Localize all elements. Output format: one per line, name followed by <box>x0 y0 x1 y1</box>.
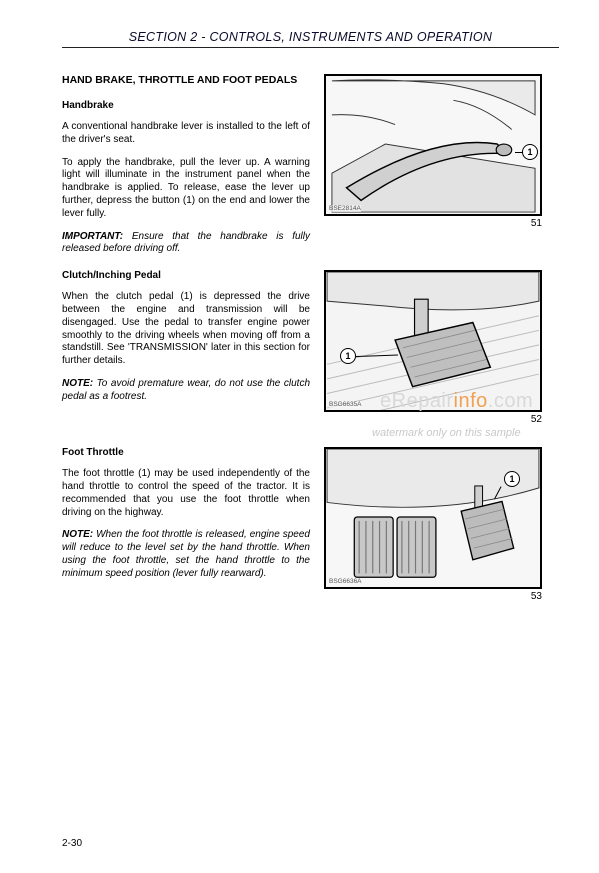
wm-suf: .com <box>488 390 533 412</box>
important-note: IMPORTANT: Ensure that the handbrake is … <box>62 231 310 257</box>
watermark-note: watermark only on this sample <box>372 427 521 439</box>
heading-handbrake: Handbrake <box>62 100 310 111</box>
figure-code: BSE2814A <box>329 205 361 212</box>
note-text: To avoid premature wear, do not use the … <box>62 378 310 402</box>
note: NOTE: When the foot throttle is released… <box>62 529 310 580</box>
heading-clutch: Clutch/Inching Pedal <box>62 270 310 281</box>
watermark-brand: eRepairinfo.com <box>380 390 533 413</box>
note-lead: IMPORTANT: <box>62 231 123 242</box>
callout-1: 1 <box>522 144 538 160</box>
wm-pre: eRepair <box>380 390 454 412</box>
throttle-illustration <box>326 449 540 587</box>
note-text: When the foot throttle is released, engi… <box>62 529 310 578</box>
row-throttle: Foot Throttle The foot throttle (1) may … <box>62 447 559 602</box>
text-col-handbrake: HAND BRAKE, THROTTLE AND FOOT PEDALS Han… <box>62 74 310 256</box>
text-col-throttle: Foot Throttle The foot throttle (1) may … <box>62 447 310 602</box>
note: NOTE: To avoid premature wear, do not us… <box>62 378 310 404</box>
figure-throttle: 1 BSG6636A <box>324 447 542 589</box>
figure-col: 1 BSE2814A 51 <box>324 74 542 256</box>
figure-code: BSG6636A <box>329 578 362 585</box>
para: When the clutch pedal (1) is depressed t… <box>62 291 310 368</box>
note-lead: NOTE: <box>62 378 93 389</box>
text-col-clutch: Clutch/Inching Pedal When the clutch ped… <box>62 270 310 425</box>
row-handbrake: HAND BRAKE, THROTTLE AND FOOT PEDALS Han… <box>62 74 559 256</box>
section-header: SECTION 2 - CONTROLS, INSTRUMENTS AND OP… <box>62 30 559 47</box>
handbrake-illustration <box>326 76 540 214</box>
para: The foot throttle (1) may be used indepe… <box>62 468 310 519</box>
figure-handbrake: 1 BSE2814A <box>324 74 542 216</box>
figure-col: 1 BSG6636A 53 <box>324 447 542 602</box>
page-number: 2-30 <box>62 838 82 849</box>
figure-number: 53 <box>324 591 542 602</box>
note-lead: NOTE: <box>62 529 93 540</box>
heading-throttle: Foot Throttle <box>62 447 310 458</box>
wm-mid: info <box>454 390 488 412</box>
figure-code: BSG6635A <box>329 401 362 408</box>
para: To apply the handbrake, pull the lever u… <box>62 157 310 221</box>
para: A conventional handbrake lever is instal… <box>62 121 310 147</box>
header-rule <box>62 47 559 48</box>
manual-page: SECTION 2 - CONTROLS, INSTRUMENTS AND OP… <box>0 0 599 636</box>
page-title: HAND BRAKE, THROTTLE AND FOOT PEDALS <box>62 74 310 86</box>
figure-number: 52 <box>324 414 542 425</box>
figure-number: 51 <box>324 218 542 229</box>
